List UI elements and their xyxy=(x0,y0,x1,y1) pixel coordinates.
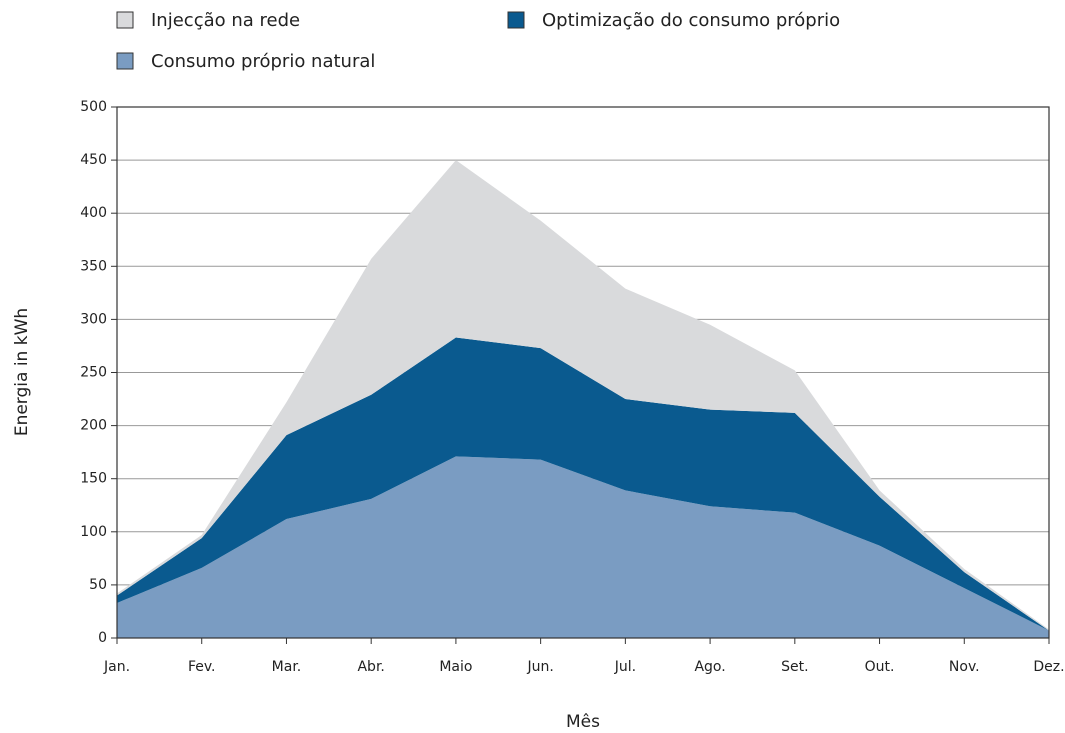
x-tick-label: Abr. xyxy=(357,659,384,675)
plot-frame xyxy=(116,106,1050,639)
y-tick-label: 200 xyxy=(80,418,107,434)
y-tick-label: 50 xyxy=(89,577,107,593)
x-tick-label: Maio xyxy=(439,659,472,675)
y-tick-label: 100 xyxy=(80,524,107,540)
x-tick-label: Nov. xyxy=(949,659,980,675)
x-tick-label: Jun. xyxy=(526,659,553,675)
area xyxy=(117,160,1049,631)
legend-swatch xyxy=(116,11,134,29)
legend-label: Injecção na rede xyxy=(151,10,300,31)
y-tick-label: 450 xyxy=(80,152,107,168)
x-tick-label: Fev. xyxy=(188,659,216,675)
x-tick-label: Set. xyxy=(781,659,808,675)
area xyxy=(117,456,1049,638)
legend-swatch xyxy=(507,11,525,29)
x-tick-label: Jul. xyxy=(614,659,636,675)
x-tick-label: Mar. xyxy=(272,659,302,675)
legend-swatch xyxy=(116,52,134,70)
legend-label: Optimização do consumo próprio xyxy=(542,10,840,31)
x-tick-label: Dez. xyxy=(1033,659,1064,675)
area xyxy=(117,337,1049,631)
x-tick-label: Jan. xyxy=(103,659,130,675)
y-tick-label: 150 xyxy=(80,471,107,487)
x-tick-label: Out. xyxy=(865,659,895,675)
x-axis-title: Mês xyxy=(566,712,600,732)
x-tick-label: Ago. xyxy=(694,659,725,675)
y-tick-label: 0 xyxy=(98,630,107,646)
y-tick-label: 350 xyxy=(80,258,107,274)
y-tick-label: 400 xyxy=(80,205,107,221)
y-tick-label: 500 xyxy=(80,99,107,115)
y-tick-label: 300 xyxy=(80,311,107,327)
legend-label: Consumo próprio natural xyxy=(151,51,375,72)
y-tick-label: 250 xyxy=(80,365,107,381)
y-axis-title: Energia in kWh xyxy=(12,308,32,436)
